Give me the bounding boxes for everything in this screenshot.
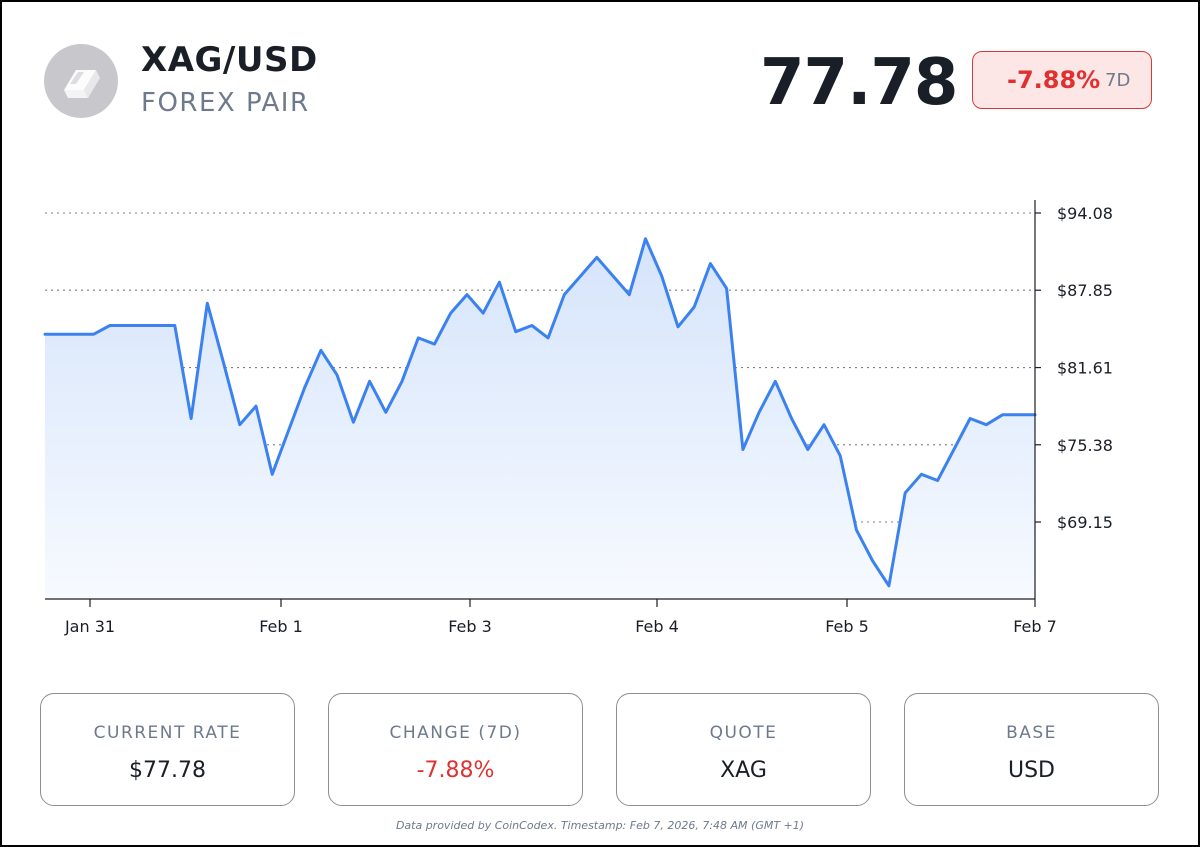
x-tick-label: Feb 4 [635, 617, 679, 636]
card-base: BASE USD [904, 693, 1159, 806]
silver-bar-icon [64, 70, 100, 98]
current-price: 77.78 [760, 46, 958, 120]
change-period: 7D [1105, 70, 1131, 91]
card-value: $77.78 [129, 758, 206, 783]
data-attribution: Data provided by CoinCodex. Timestamp: F… [395, 819, 805, 832]
price-line [43, 237, 1037, 588]
x-tick-label: Feb 5 [825, 617, 869, 636]
card-label: CURRENT RATE [93, 723, 242, 743]
price-area [45, 238, 1035, 600]
card-value: USD [1007, 758, 1055, 783]
card-quote: QUOTE XAG [616, 693, 871, 806]
pair-title: XAG/USD [141, 40, 318, 80]
card-change-7d: CHANGE (7D) -7.88% [328, 693, 583, 806]
card-label: QUOTE [709, 723, 778, 743]
x-tick-label: Feb 1 [259, 617, 303, 636]
pair-subtitle: FOREX PAIR [141, 88, 310, 118]
change-badge: -7.88% 7D [972, 51, 1152, 109]
y-tick-label: $75.38 [1057, 436, 1113, 455]
y-tick-label: $87.85 [1057, 281, 1113, 300]
asset-logo [44, 44, 118, 118]
card-value: -7.88% [416, 758, 495, 783]
card-value: XAG [720, 758, 767, 783]
x-tick-label: Feb 3 [448, 617, 492, 636]
change-percent: -7.88% [1007, 66, 1101, 94]
card-label: CHANGE (7D) [389, 723, 522, 743]
y-tick-label: $69.15 [1057, 513, 1113, 532]
x-tick-label: Feb 7 [1013, 617, 1057, 636]
y-tick-label: $81.61 [1057, 359, 1113, 378]
price-chart: $94.08 $87.85 $81.61 $75.38 $69.15 Jan 31 Feb… [43, 200, 1113, 636]
card-current-rate: CURRENT RATE $77.78 [40, 693, 295, 806]
x-tick-label: Jan 31 [64, 617, 115, 636]
y-tick-label: $94.08 [1057, 204, 1113, 223]
card-label: BASE [1006, 723, 1057, 743]
